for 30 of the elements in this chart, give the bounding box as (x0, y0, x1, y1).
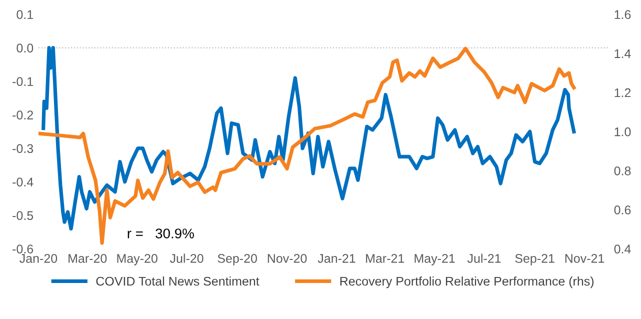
x-tick-label: Nov-21 (565, 254, 604, 263)
y-tick-label: 0.0 (16, 44, 34, 52)
y2-tick-label: 0.4 (614, 244, 631, 254)
x-tick-label: Mar-21 (366, 254, 404, 263)
x-tick-label: May-21 (414, 254, 455, 266)
y-tick-label: -0.5 (12, 211, 34, 220)
legend-label: COVID Total News Sentiment (96, 276, 260, 286)
legend-label: Recovery Portfolio Relative Performance (rhs) (340, 276, 594, 288)
y-tick-label: -0.6 (12, 244, 34, 254)
y-tick-label: -0.2 (12, 110, 33, 120)
y-tick-label: -0.1 (12, 77, 33, 86)
y2-tick-label: 0.8 (614, 166, 631, 176)
x-tick-label: Jan-20 (20, 254, 58, 263)
y2-tick-label: 1.0 (614, 127, 631, 136)
annotation: r = 30.9% (128, 228, 194, 238)
y-tick-label: -0.4 (12, 178, 34, 186)
y2-tick-label: 0.6 (614, 206, 631, 214)
y2-tick-label: 1.6 (614, 10, 631, 20)
y-tick-label: 0.1 (16, 10, 33, 20)
y2-tick-label: 1.4 (614, 49, 631, 58)
x-tick-label: Jul-21 (467, 254, 501, 263)
x-tick-label: Sep-20 (218, 254, 257, 266)
x-tick-label: Sep-21 (515, 254, 554, 266)
x-tick-label: Jul-20 (170, 254, 204, 263)
x-tick-label: May-20 (117, 254, 158, 266)
x-tick-label: Jan-21 (318, 254, 356, 263)
y2-tick-label: 1.2 (614, 88, 631, 98)
x-tick-label: Mar-20 (68, 254, 107, 263)
x-tick-label: Nov-20 (268, 254, 307, 263)
y-tick-label: -0.3 (12, 144, 34, 153)
